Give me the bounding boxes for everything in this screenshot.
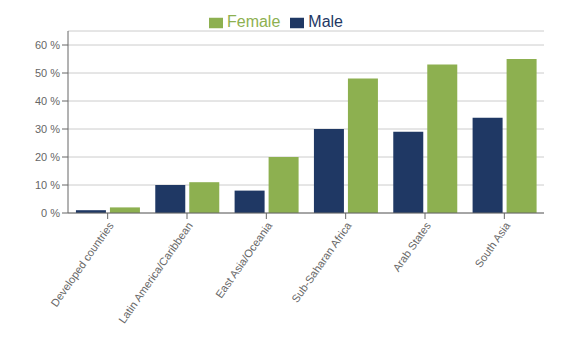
svg-text:Developed countries: Developed countries [48,219,116,308]
svg-text:60 %: 60 % [35,39,60,51]
svg-text:30 %: 30 % [35,123,60,135]
svg-text:South Asia: South Asia [472,219,513,270]
svg-text:East Asia/Oceania: East Asia/Oceania [213,219,275,300]
svg-text:Arab States: Arab States [390,219,433,273]
svg-text:10 %: 10 % [35,179,60,191]
html-text:Male: Male [308,13,343,30]
svg-text:40 %: 40 % [35,95,60,107]
svg-text:Latin America/Caribbean: Latin America/Caribbean [116,220,195,326]
html-text:Female: Female [227,13,281,30]
svg-text:Sub-Saharan Africa: Sub-Saharan Africa [289,219,354,305]
svg-text:20 %: 20 % [35,151,60,163]
svg-text:50 %: 50 % [35,67,60,79]
svg-text:0 %: 0 % [41,207,60,219]
